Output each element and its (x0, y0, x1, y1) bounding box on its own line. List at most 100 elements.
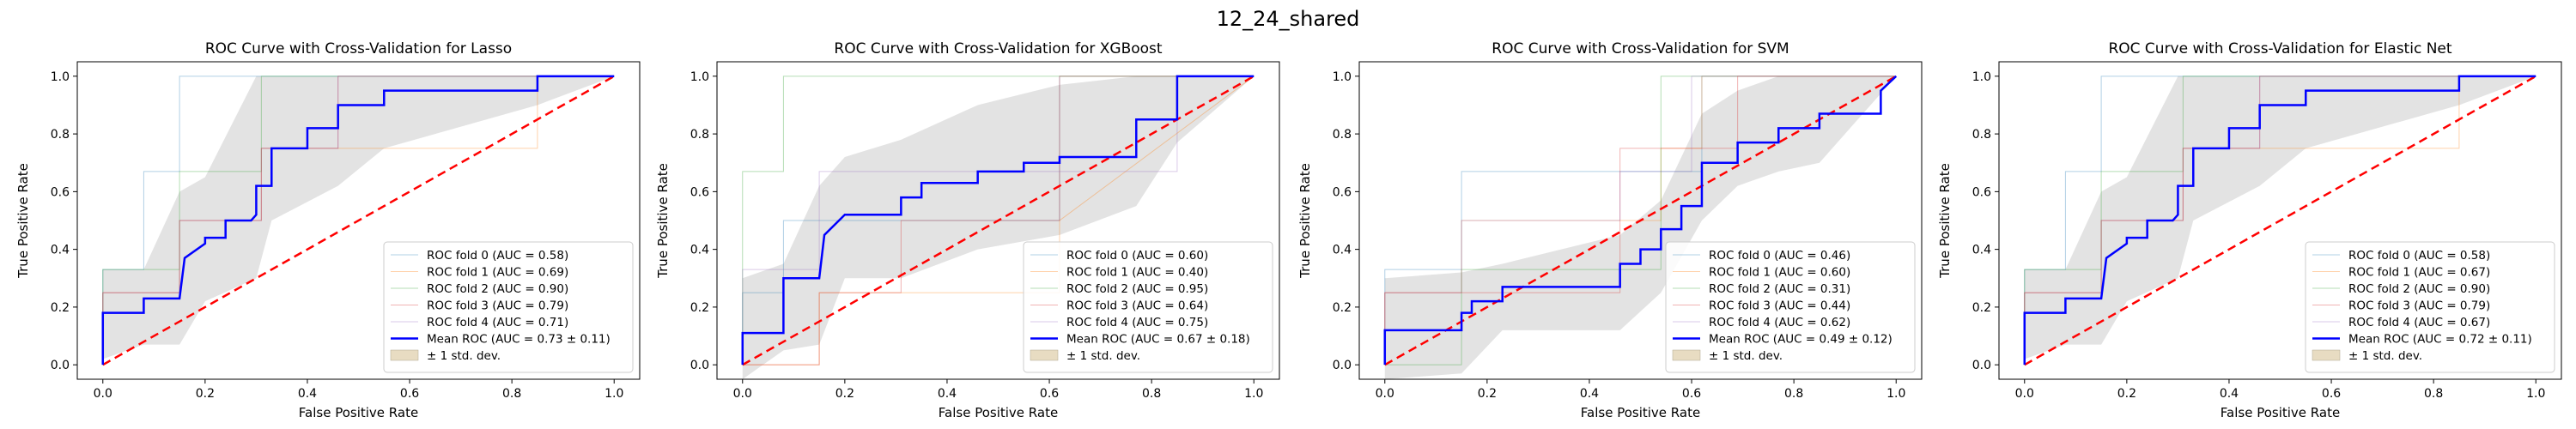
y-tick-label-2: 0.4 (1333, 244, 1352, 257)
roc-fold-3-line (2024, 76, 2537, 366)
roc-fold-3-line (1384, 76, 1897, 366)
legend-band-label: ± 1 std. dev. (427, 349, 501, 363)
legend-mean-label: Mean ROC (AUC = 0.73 ± 0.11) (427, 333, 611, 347)
x-tick-label-5: 1.0 (1886, 387, 1905, 401)
y-axis-label: True Positive Rate (655, 163, 671, 279)
x-tick-label-4: 0.8 (1784, 387, 1803, 401)
chance-line (102, 75, 615, 366)
y-tick-label-4: 0.8 (690, 128, 709, 142)
chart-title: ROC Curve with Cross-Validation for XGBo… (834, 40, 1163, 57)
legend-fold-3-label: ROC fold 3 (AUC = 0.79) (427, 299, 568, 313)
chart-title: ROC Curve with Cross-Validation for Lass… (205, 40, 512, 57)
x-tick-label-5: 1.0 (2526, 387, 2545, 401)
y-tick-label-1: 0.2 (690, 301, 709, 315)
std-band (742, 76, 1255, 380)
legend-band-swatch (390, 349, 419, 361)
legend-fold-1-label: ROC fold 1 (AUC = 0.40) (1066, 266, 1208, 280)
chart-panel-3: 0.0 0.0 0.2 0.2 0.4 0.4 0.6 0.6 0.8 0.8 1.0 1.0 ROC … (1937, 40, 2562, 420)
chance-line (2024, 75, 2537, 366)
y-tick-label-5: 1.0 (690, 70, 709, 84)
x-axis-label: False Positive Rate (939, 405, 1058, 420)
y-tick-label-0: 0.0 (690, 359, 709, 372)
chart-panel-1: 0.0 0.0 0.2 0.2 0.4 0.4 0.6 0.6 0.8 0.8 1.0 1.0 ROC … (655, 40, 1280, 420)
y-tick-label-0: 0.0 (51, 359, 70, 372)
legend-fold-0-label: ROC fold 0 (AUC = 0.46) (1709, 249, 1850, 263)
x-tick-label-3: 0.6 (2322, 387, 2341, 401)
legend-fold-2-label: ROC fold 2 (AUC = 0.31) (1709, 282, 1850, 296)
chance-line (742, 75, 1255, 366)
legend-fold-3-label: ROC fold 3 (AUC = 0.64) (1066, 299, 1208, 313)
x-tick-label-0: 0.0 (2015, 387, 2034, 401)
legend-band-label: ± 1 std. dev. (2348, 349, 2422, 363)
mean-roc-line (2023, 75, 2537, 366)
legend-fold-4-label: ROC fold 4 (AUC = 0.67) (2348, 316, 2490, 329)
legend-fold-0-label: ROC fold 0 (AUC = 0.60) (1066, 249, 1208, 263)
x-axis-label: False Positive Rate (299, 405, 418, 420)
chart-panel-0: 0.0 0.0 0.2 0.2 0.4 0.4 0.6 0.6 0.8 0.8 1.0 1.0 ROC … (15, 40, 641, 420)
x-tick-label-2: 0.4 (1580, 387, 1599, 401)
legend-band-label: ± 1 std. dev. (1066, 349, 1140, 363)
chart-title: ROC Curve with Cross-Validation for Elas… (2108, 40, 2451, 57)
legend-fold-2-label: ROC fold 2 (AUC = 0.95) (1066, 282, 1208, 296)
y-tick-label-3: 0.6 (1333, 185, 1352, 199)
y-axis-label: True Positive Rate (15, 163, 31, 279)
legend-mean-label: Mean ROC (AUC = 0.67 ± 0.18) (1066, 333, 1250, 347)
y-axis-label: True Positive Rate (1297, 163, 1313, 279)
legend-band-swatch (1672, 349, 1701, 361)
roc-fold-0-line (1384, 76, 1897, 366)
legend-mean-label: Mean ROC (AUC = 0.72 ± 0.11) (2348, 333, 2532, 347)
x-tick-label-4: 0.8 (1142, 387, 1161, 401)
y-tick-label-2: 0.4 (690, 244, 709, 257)
roc-fold-4-line (102, 76, 615, 366)
std-band (1384, 76, 1897, 380)
chart-title: ROC Curve with Cross-Validation for SVM (1492, 40, 1789, 57)
x-tick-label-2: 0.4 (938, 387, 957, 401)
plot-frame (1998, 61, 2562, 380)
legend-fold-3-label: ROC fold 3 (AUC = 0.44) (1709, 299, 1850, 313)
figure-title: 12_24_shared (1217, 7, 1360, 31)
mean-roc-line (1383, 75, 1898, 366)
y-axis-label: True Positive Rate (1937, 163, 1953, 279)
std-band (102, 76, 615, 360)
legend-fold-1-label: ROC fold 1 (AUC = 0.60) (1709, 266, 1850, 280)
y-tick-label-3: 0.6 (1972, 185, 1991, 199)
roc-fold-1-line (102, 76, 615, 366)
y-tick-label-4: 0.8 (51, 128, 70, 142)
x-tick-label-3: 0.6 (400, 387, 419, 401)
legend-box (1665, 241, 1916, 373)
y-tick-label-0: 0.0 (1333, 359, 1352, 372)
legend-band-swatch (1030, 349, 1059, 361)
plot-frame (1358, 61, 1923, 380)
mean-roc-line (101, 75, 615, 366)
x-tick-label-4: 0.8 (502, 387, 521, 401)
legend-fold-4-label: ROC fold 4 (AUC = 0.71) (427, 316, 568, 329)
x-tick-label-3: 0.6 (1682, 387, 1701, 401)
roc-fold-4-line (1384, 76, 1897, 366)
y-tick-label-5: 1.0 (1972, 70, 1991, 84)
roc-fold-4-line (2024, 76, 2537, 366)
roc-fold-0-line (102, 76, 615, 366)
x-tick-label-1: 0.2 (835, 387, 854, 401)
x-tick-label-0: 0.0 (1376, 387, 1394, 401)
plot-frame (76, 61, 641, 380)
legend-fold-1-label: ROC fold 1 (AUC = 0.67) (2348, 266, 2490, 280)
roc-fold-3-line (742, 76, 1255, 366)
legend-fold-0-label: ROC fold 0 (AUC = 0.58) (427, 249, 568, 263)
x-tick-label-2: 0.4 (2220, 387, 2239, 401)
x-tick-label-5: 1.0 (605, 387, 623, 401)
legend-fold-2-label: ROC fold 2 (AUC = 0.90) (2348, 282, 2490, 296)
legend-box (1023, 241, 1273, 373)
legend-band-swatch (2312, 349, 2341, 361)
panels: 0.0 0.0 0.2 0.2 0.4 0.4 0.6 0.6 0.8 0.8 1.0 1.0 ROC … (15, 40, 2562, 420)
x-axis-label: False Positive Rate (1581, 405, 1700, 420)
legend-fold-0-label: ROC fold 0 (AUC = 0.58) (2348, 249, 2490, 263)
y-tick-label-1: 0.2 (1333, 301, 1352, 315)
roc-fold-0-line (2024, 76, 2537, 366)
x-tick-label-1: 0.2 (196, 387, 215, 401)
roc-fold-2-line (742, 76, 1255, 366)
x-tick-label-5: 1.0 (1244, 387, 1263, 401)
mean-roc-line (741, 75, 1255, 366)
roc-fold-2-line (1384, 76, 1897, 366)
y-tick-label-3: 0.6 (690, 185, 709, 199)
